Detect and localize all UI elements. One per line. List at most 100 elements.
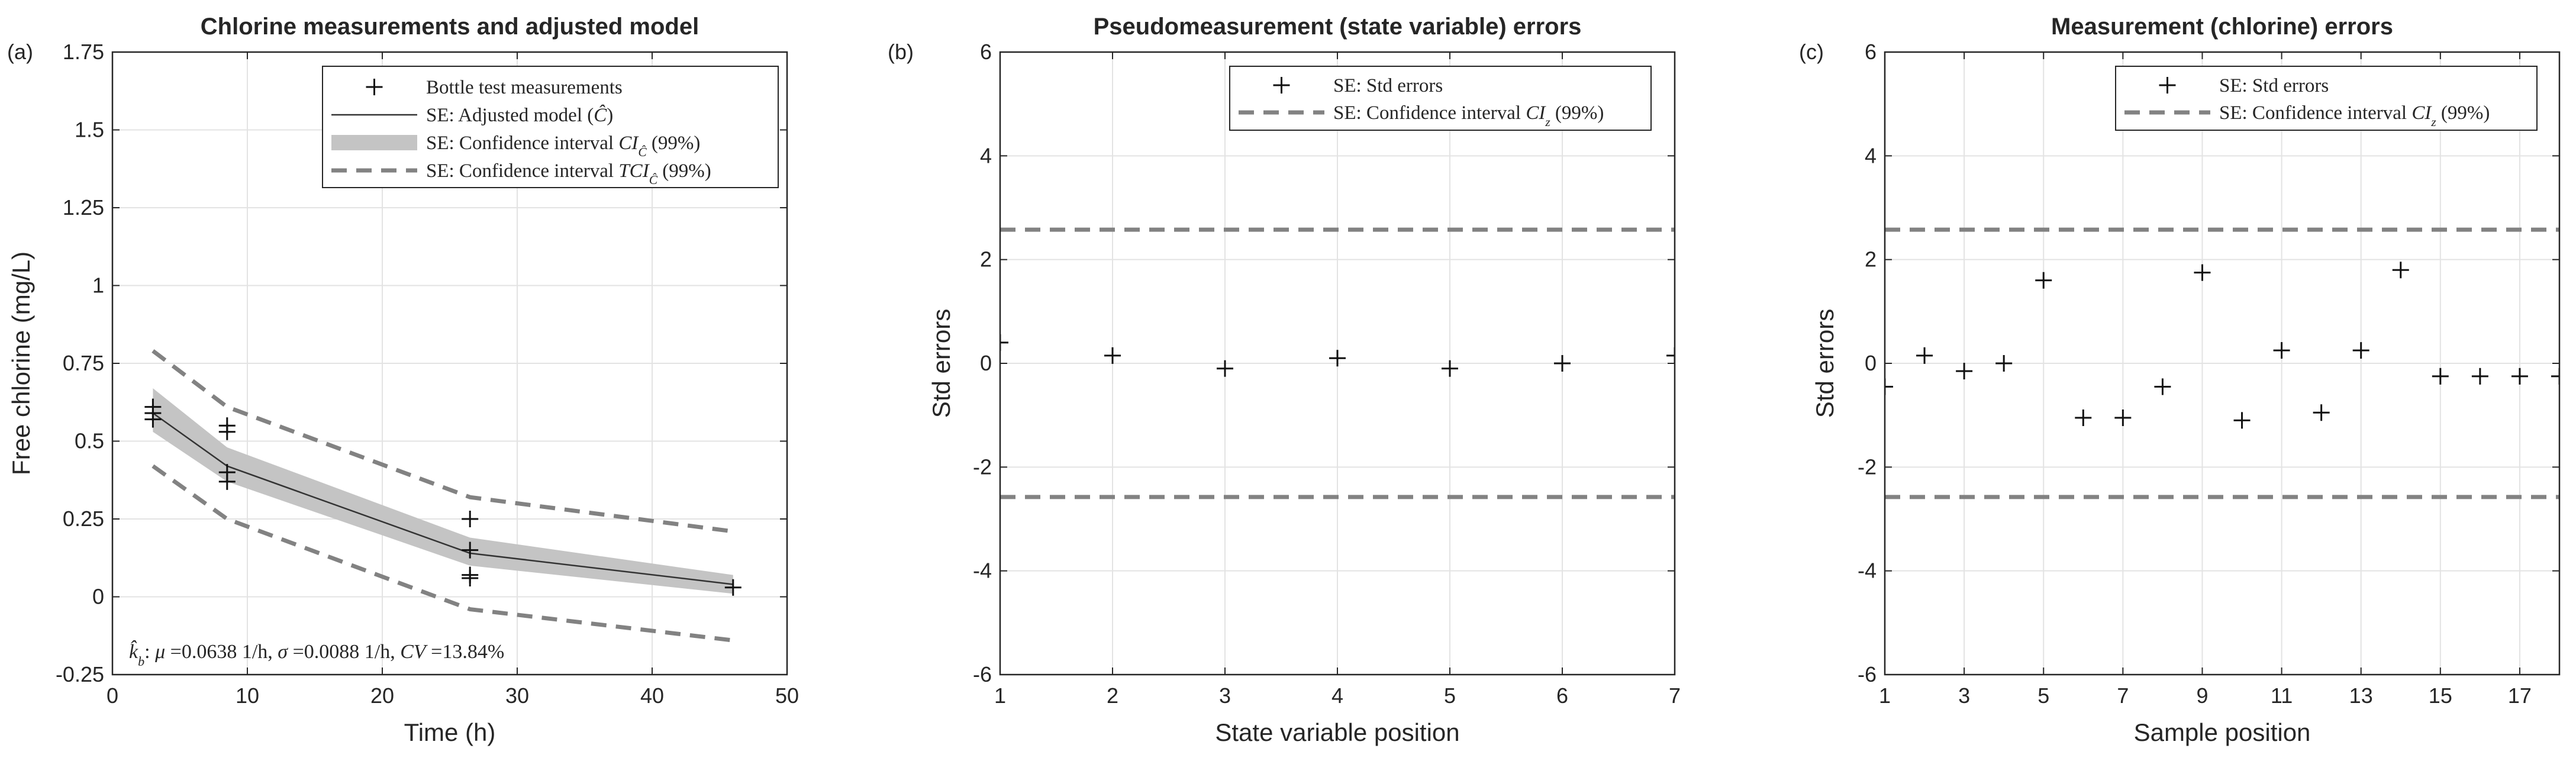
legend-box [1229,66,1652,131]
y-tick-label: -2 [973,454,992,479]
std-error-point [1666,347,1675,364]
std-error-point [1329,350,1346,367]
std-error-point [1956,363,1973,380]
tci-upper-line [151,349,734,534]
measurement-point [218,423,236,440]
annotation-text: k̂b: μ =0.0638 1/h, σ =0.0088 1/h, CV =1… [129,640,504,668]
x-tick-label: 40 [640,683,664,708]
x-tick-label: 20 [370,683,394,708]
x-axis-label: Time (h) [404,718,496,746]
measurement-point [724,579,741,596]
x-tick-label: 50 [775,683,799,708]
std-error-point [2154,378,2171,395]
std-error-point [2273,342,2290,359]
y-tick-label: 2 [980,247,992,272]
std-error-point [1104,347,1121,364]
y-tick-label: 1.5 [75,118,104,142]
x-tick-label: 4 [1331,683,1343,708]
legend-entry: SE: Std errors [1333,75,1443,96]
x-tick-label: 7 [2117,683,2129,708]
y-tick-label: -6 [973,662,992,686]
y-tick-label: 0.25 [63,507,104,531]
y-tick-label: 1.25 [63,195,104,220]
data-layer [1000,227,1675,499]
std-error-point [1885,378,1893,395]
legend-plus-marker [366,79,383,95]
x-tick-label: 0 [107,683,118,708]
x-tick-label: 17 [2508,683,2532,708]
x-tick-label: 11 [2271,683,2293,708]
x-tick-label: 2 [1107,683,1118,708]
x-axis-label: Sample position [2134,718,2311,746]
std-error-point [1217,360,1233,377]
tci-lower-line [151,464,734,643]
measurement-point [462,541,479,559]
x-tick-label: 13 [2349,683,2373,708]
y-tick-label: -0.25 [56,662,104,686]
std-error-point [2471,367,2488,385]
y-tick-label: 6 [980,40,992,64]
legend-entry: Bottle test measurements [426,77,623,98]
std-error-point [2352,342,2369,359]
panel-b: 1 2 3 4 5 6 7 -6 -4 -2 0 2 4 6 Pseudomeasurement (stat… [888,14,1681,746]
legend-band-swatch [331,135,417,150]
x-tick-label: 1 [1879,683,1891,708]
x-tick-label: 9 [2196,683,2208,708]
std-error-point [1916,347,1933,364]
std-error-point [2432,367,2449,385]
x-tick-label: 1 [994,683,1006,708]
std-error-point [1995,355,2013,372]
measurement-point [462,569,479,586]
legend-box [322,66,779,188]
x-tick-label: 5 [1444,683,1456,708]
std-error-point [2511,367,2528,385]
y-tick-label: 0 [980,351,992,375]
x-tick-label: 3 [1958,683,1970,708]
x-tick-label: 3 [1219,683,1231,708]
legend: Bottle test measurements SE: Adjusted mod… [322,66,779,188]
y-tick-label: 4 [980,143,992,167]
y-tick-label: 4 [1865,143,1877,167]
x-tick-label: 30 [505,683,529,708]
legend: SE: Std errors SE: Confidence interval CI… [1229,66,1652,131]
std-error-point [2194,264,2211,281]
y-tick-label: -4 [1858,559,1877,583]
std-error-point [2392,262,2409,279]
x-tick-label: 6 [1556,683,1568,708]
chart-title: Pseudomeasurement (state variable) error… [1094,14,1582,40]
y-tick-label: 0.5 [75,429,104,453]
y-tick-label: 1.75 [63,40,104,64]
data-layer [144,349,741,643]
panel-label: (a) [7,40,33,64]
std-error-point [1554,355,1571,372]
legend-box [2115,66,2538,131]
legend-entry: SE: Confidence interval TCIĈ (99%) [426,160,711,187]
legend-entry: SE: Adjusted model (Ĉ) [426,104,613,126]
y-tick-label: -2 [1858,454,1877,479]
x-tick-label: 7 [1669,683,1681,708]
ci-band [153,388,733,594]
y-tick-label: 6 [1865,40,1877,64]
panel-a: 0 10 20 30 40 50-0.2500.250.50.7511.251.51.75… [7,14,799,746]
panel-label: (c) [1799,40,1824,64]
chart-title: Chlorine measurements and adjusted model [201,14,699,40]
y-tick-label: 1 [92,273,104,298]
x-axis-label: State variable position [1215,718,1459,746]
model-line [152,412,733,585]
y-axis-label: Std errors [927,309,955,418]
std-error-point [1000,334,1008,351]
y-axis-label: Std errors [1811,309,1839,418]
measurement-point [144,411,162,428]
data-layer [1885,227,2559,499]
legend: SE: Std errors SE: Confidence interval CI… [2115,66,2538,131]
std-error-point [2313,404,2330,421]
x-tick-label: 15 [2429,683,2452,708]
y-tick-label: 0.75 [63,351,104,375]
legend-entry: SE: Std errors [2219,75,2329,96]
measurement-point [218,473,236,490]
y-axis-label: Free chlorine (mg/L) [7,251,35,475]
std-error-point [2035,272,2052,289]
y-tick-label: -6 [1858,662,1877,686]
